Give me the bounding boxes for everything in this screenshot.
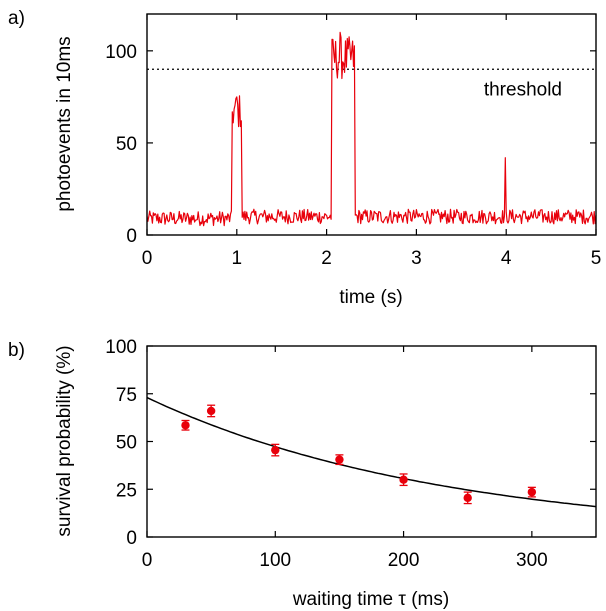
- data-point: [271, 445, 280, 455]
- photoevent-trace: [146, 31, 597, 227]
- exponential-fit-curve: [146, 396, 597, 508]
- data-point: [463, 493, 472, 503]
- panel-b-x-tick-label: 100: [259, 550, 291, 571]
- data-point: [181, 421, 190, 430]
- data-point: [206, 406, 216, 416]
- panel-b-frame: [146, 345, 597, 538]
- panel-b-y-tick-label: 0: [126, 528, 137, 549]
- panel-a-y-tick-label: 50: [116, 134, 137, 155]
- data-point: [527, 487, 537, 497]
- threshold-label: threshold: [484, 79, 562, 100]
- panel-a-y-axis-label: photoevents in 10ms: [54, 36, 75, 211]
- panel-b-plot-area: [146, 396, 597, 508]
- panel-a-frame: [146, 13, 597, 236]
- panel-a-x-axis-label: time (s): [339, 287, 402, 308]
- panel-a-x-tick-label: 5: [591, 248, 602, 269]
- panel-b-x-ticks: 0 100 200 300: [142, 346, 548, 571]
- panel-a-y-tick-label: 0: [126, 226, 137, 247]
- panel-b-x-tick-label: 0: [142, 550, 153, 571]
- panel-b-y-ticks: 0 25 50 75 100: [105, 337, 596, 549]
- panel-a-x-tick-label: 4: [501, 248, 512, 269]
- panel-a-x-tick-label: 2: [321, 248, 332, 269]
- panel-b-x-tick-label: 200: [388, 550, 420, 571]
- data-point: [399, 475, 408, 484]
- panel-a: a) threshold 0 1 2 3 4 5 0 50 100 time (s) phot…: [8, 8, 601, 308]
- data-point: [335, 455, 344, 464]
- panel-a-x-tick-label: 0: [142, 248, 153, 269]
- panel-b-x-tick-label: 300: [516, 550, 548, 571]
- panel-a-x-ticks: 0 1 2 3 4 5: [142, 14, 602, 269]
- panel-a-x-tick-label: 1: [232, 248, 243, 269]
- panel-a-y-tick-label: 100: [105, 42, 137, 63]
- panel-a-y-ticks: 0 50 100: [105, 42, 596, 247]
- panel-a-plot-area: threshold: [146, 31, 597, 227]
- panel-b-y-tick-label: 25: [116, 480, 137, 501]
- panel-b-label: b): [8, 340, 25, 361]
- panel-b-y-tick-label: 100: [105, 337, 137, 358]
- panel-b-y-tick-label: 50: [116, 433, 137, 454]
- panel-b-y-tick-label: 75: [116, 385, 137, 406]
- panel-b: b) 0 100 200 300 0 25 50 75 100 waiting time τ …: [8, 337, 597, 610]
- panel-a-label: a): [8, 8, 25, 29]
- panel-b-x-axis-label: waiting time τ (ms): [292, 589, 449, 610]
- panel-b-y-axis-label: survival probability (%): [54, 345, 75, 536]
- panel-a-x-tick-label: 3: [411, 248, 422, 269]
